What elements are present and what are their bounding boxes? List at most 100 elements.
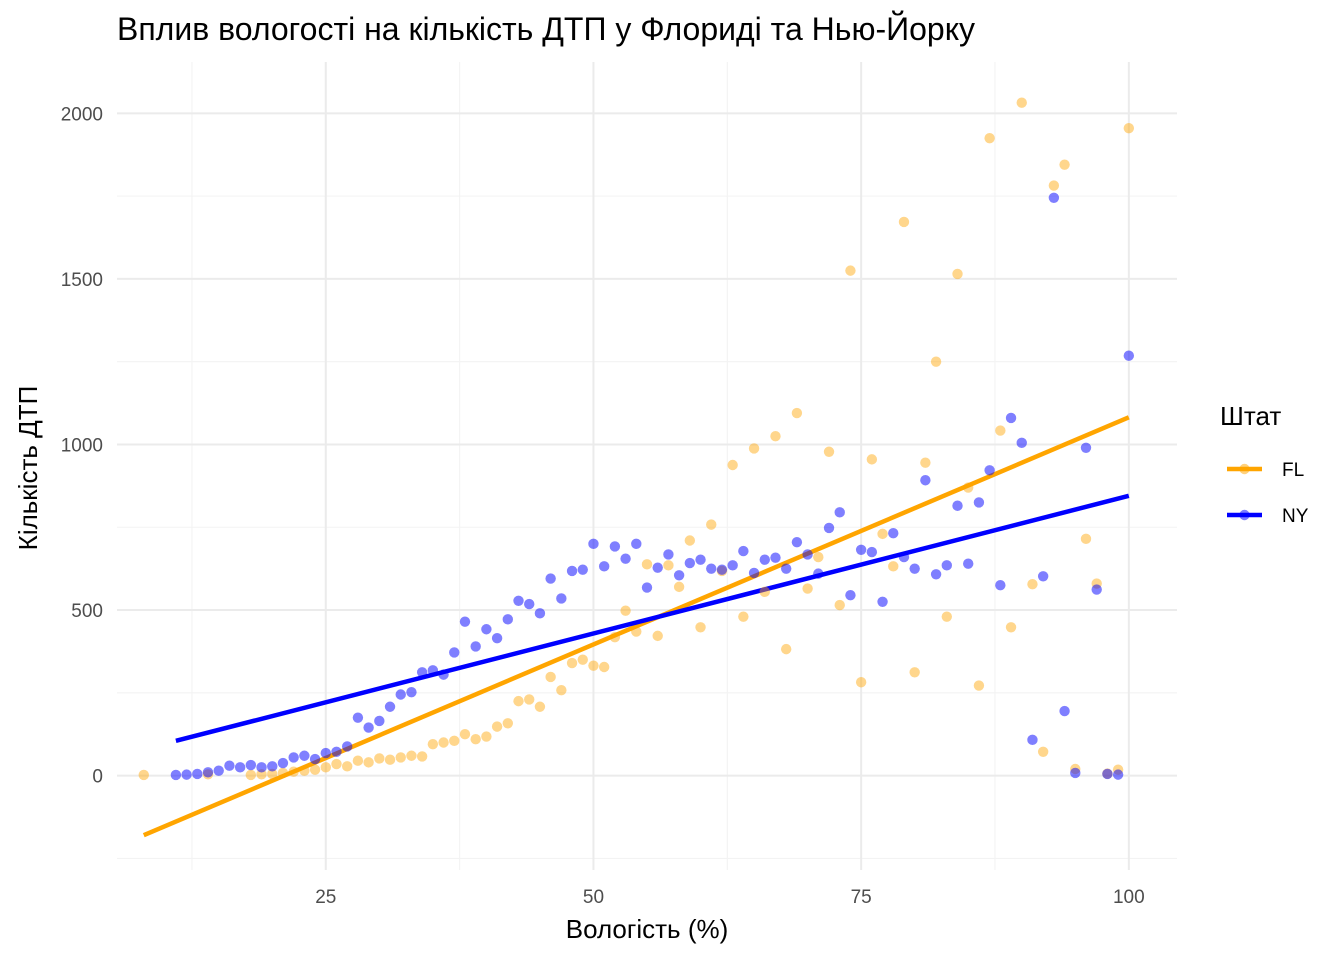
point-ny xyxy=(374,715,385,727)
point-ny xyxy=(930,569,942,580)
point-fl xyxy=(920,457,931,468)
point-fl xyxy=(706,519,717,530)
point-fl xyxy=(406,750,417,761)
point-ny xyxy=(299,750,310,761)
y-tick-label: 0 xyxy=(92,767,103,788)
point-ny xyxy=(813,568,824,579)
point-ny xyxy=(791,536,803,548)
point-fl xyxy=(802,583,813,594)
point-fl xyxy=(1080,533,1092,545)
point-ny xyxy=(577,564,588,575)
point-ny xyxy=(759,554,770,565)
point-fl xyxy=(342,761,353,772)
x-axis-title: Вологість (%) xyxy=(566,914,729,944)
point-fl xyxy=(652,630,663,642)
point-ny xyxy=(706,563,717,574)
point-ny xyxy=(170,769,182,781)
point-fl xyxy=(534,701,546,712)
point-fl xyxy=(941,611,952,622)
point-fl xyxy=(363,757,374,768)
point-ny xyxy=(342,741,353,752)
point-ny xyxy=(941,560,952,571)
point-fl xyxy=(331,758,342,770)
point-ny xyxy=(1080,442,1092,453)
point-fl xyxy=(320,762,331,773)
point-ny xyxy=(598,561,610,572)
point-fl xyxy=(952,268,963,280)
point-ny xyxy=(267,761,278,772)
point-fl xyxy=(427,738,439,750)
point-ny xyxy=(288,752,299,763)
point-ny xyxy=(802,549,813,560)
point-ny xyxy=(427,665,439,676)
point-ny xyxy=(952,500,963,511)
point-ny xyxy=(245,759,257,771)
point-ny xyxy=(866,546,878,558)
point-ny xyxy=(1037,571,1049,582)
point-fl xyxy=(695,622,706,633)
point-ny xyxy=(920,475,931,486)
point-fl xyxy=(384,754,396,765)
point-ny xyxy=(524,598,535,610)
point-fl xyxy=(588,660,599,671)
point-fl xyxy=(759,586,770,598)
point-fl xyxy=(502,718,514,729)
point-ny xyxy=(363,722,374,733)
point-fl xyxy=(609,632,621,643)
point-ny xyxy=(352,712,364,723)
point-fl xyxy=(738,611,749,622)
point-ny xyxy=(459,616,471,627)
point-ny xyxy=(963,558,974,569)
point-fl xyxy=(727,459,738,471)
point-fl xyxy=(684,535,696,546)
point-ny xyxy=(309,753,321,765)
point-ny xyxy=(898,551,910,563)
point-fl xyxy=(855,677,867,688)
point-ny xyxy=(470,641,481,652)
plot-grid xyxy=(117,62,1177,870)
point-fl xyxy=(1027,579,1038,590)
point-fl xyxy=(395,752,406,763)
point-ny xyxy=(695,554,706,565)
point-fl xyxy=(1048,180,1060,191)
point-ny xyxy=(192,768,203,780)
point-ny xyxy=(588,538,599,550)
point-ny xyxy=(684,557,696,569)
point-ny xyxy=(1005,412,1017,424)
point-ny xyxy=(224,760,235,771)
point-fl xyxy=(598,661,610,673)
point-fl xyxy=(780,643,792,655)
trend-lines xyxy=(142,415,1130,838)
point-fl xyxy=(813,551,824,563)
y-axis-ticks: 0 500 1000 1500 2000 xyxy=(61,104,103,787)
y-tick-label: 1500 xyxy=(61,270,103,291)
point-fl xyxy=(438,737,449,748)
point-ny xyxy=(331,746,342,757)
point-fl xyxy=(267,768,278,780)
x-tick-label: 75 xyxy=(851,887,872,908)
point-ny xyxy=(1070,767,1081,779)
point-ny xyxy=(449,647,460,658)
point-ny xyxy=(631,538,642,550)
point-ny xyxy=(277,757,289,769)
y-axis-title: Кількість ДТП xyxy=(13,386,43,551)
y-tick-label: 500 xyxy=(71,601,103,622)
point-ny xyxy=(780,563,792,574)
point-fl xyxy=(288,766,299,777)
point-ny xyxy=(663,549,674,560)
point-fl xyxy=(930,356,942,367)
point-fl xyxy=(823,446,835,457)
legend: Штат FL NY xyxy=(1220,401,1309,527)
point-fl xyxy=(1123,123,1135,134)
point-fl xyxy=(631,626,642,637)
point-fl xyxy=(845,265,856,276)
point-fl xyxy=(470,733,481,745)
point-fl xyxy=(277,767,289,779)
point-ny xyxy=(181,769,192,780)
point-ny xyxy=(502,614,514,625)
point-fl xyxy=(459,729,471,740)
point-fl xyxy=(524,694,535,705)
point-ny xyxy=(823,522,835,534)
point-ny xyxy=(738,545,749,557)
